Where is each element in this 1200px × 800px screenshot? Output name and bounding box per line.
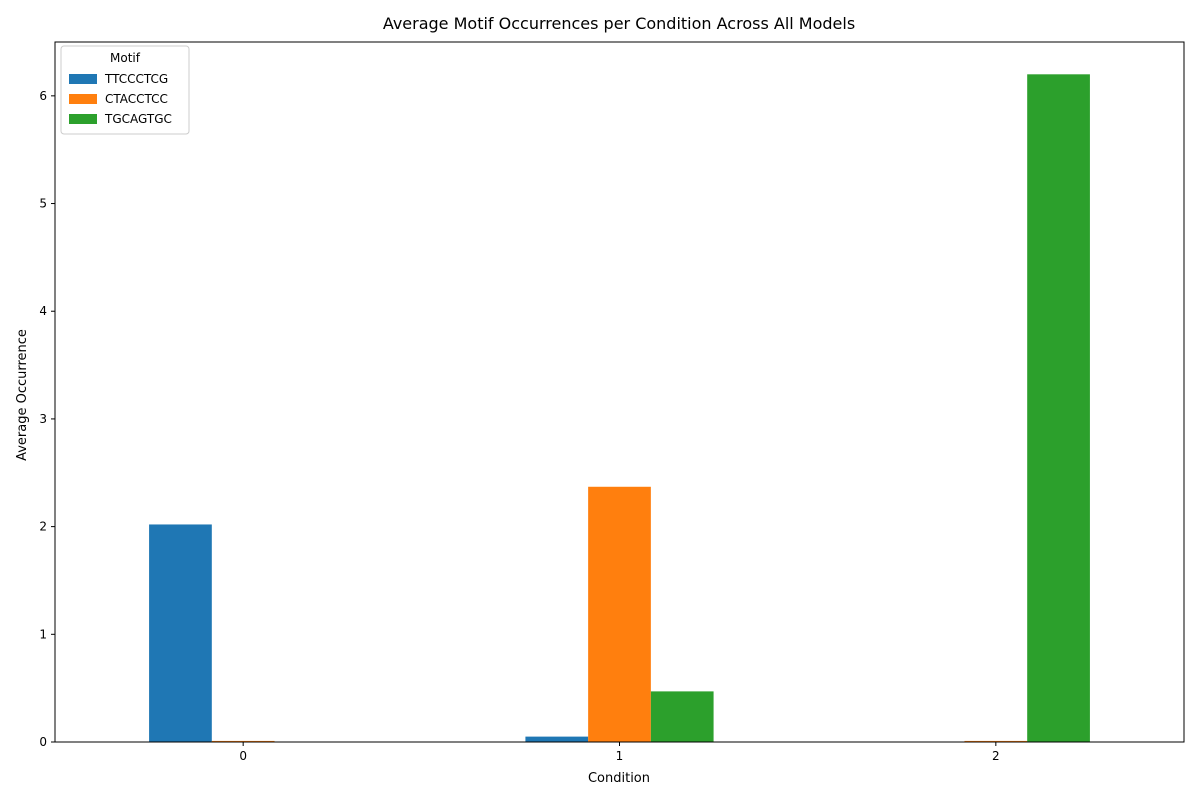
bar-ctacctcc-condition-0 (211, 740, 275, 742)
bar-ctacctcc-condition-2 (964, 740, 1028, 742)
bar-ctacctcc-condition-1 (588, 486, 651, 742)
legend-label-tgcagtgc: TGCAGTGC (104, 112, 172, 126)
y-axis-label: Average Occurrence (15, 329, 30, 461)
legend-title: Motif (110, 51, 141, 65)
bar-tgcagtgc-condition-1 (650, 691, 714, 742)
legend-box (60, 45, 190, 135)
y-tick-label: 0 (39, 735, 47, 749)
y-tick-label: 5 (39, 197, 47, 211)
chart-title: Average Motif Occurrences per Condition … (383, 14, 855, 33)
y-tick-label: 3 (39, 412, 47, 426)
bar-ttccctcg-condition-0 (149, 524, 212, 742)
y-tick-label: 6 (39, 89, 47, 103)
bar-tgcagtgc-condition-2 (1027, 74, 1090, 743)
x-tick-label: 2 (992, 749, 1000, 763)
legend-swatch-tgcagtgc (69, 114, 97, 124)
x-axis-label: Condition (588, 771, 650, 786)
bars-layer (149, 74, 1090, 743)
y-tick-label: 1 (39, 627, 47, 641)
legend-label-ctacctcc: CTACCTCC (105, 92, 168, 106)
legend-swatch-ttccctcg (69, 74, 97, 84)
x-tick-label: 0 (239, 749, 247, 763)
legend-label-ttccctcg: TTCCCTCG (104, 72, 168, 86)
y-tick-label: 2 (39, 520, 47, 534)
legend-swatch-ctacctcc (69, 94, 97, 104)
legend: Motif TTCCCTCG CTACCTCC TGCAGTGC (60, 45, 190, 135)
bar-ttccctcg-condition-1 (525, 736, 589, 742)
y-tick-label: 4 (39, 304, 47, 318)
x-tick-label: 1 (616, 749, 624, 763)
axes-layer: 0 1 2 0 1 2 3 4 5 6 (39, 89, 999, 763)
